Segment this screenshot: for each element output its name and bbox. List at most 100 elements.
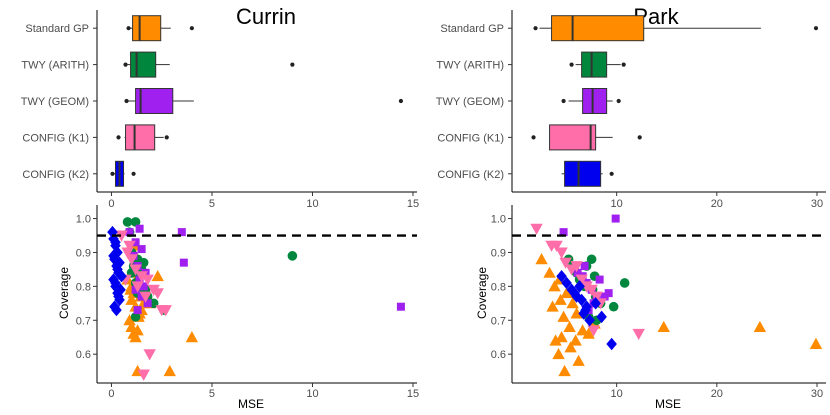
park-outlier-point: [813, 26, 819, 31]
currin-scatter-point-twy-geom: [137, 245, 146, 254]
park-xtick-label: 30: [811, 198, 823, 210]
park-scatter-ytick-label: 0.8: [491, 281, 506, 293]
park-scatter-point-standard-gp: [543, 266, 556, 278]
currin-scatter-point-twy-geom: [131, 285, 140, 294]
currin-scatter-ytick-label: 0.7: [76, 315, 91, 327]
park-scatter-point-config-k1: [585, 284, 598, 296]
currin-scatter-point-twy-geom: [135, 224, 144, 233]
currin-scatter-point-config-k2: [114, 256, 125, 269]
currin-scatter-point-standard-gp: [151, 270, 164, 282]
currin-scatter-point-twy-arith: [122, 217, 133, 227]
park-outlier-point: [637, 135, 642, 140]
currin-scatter-point-standard-gp: [125, 293, 138, 305]
park-scatter-xtick-label: 20: [711, 388, 723, 400]
park-scatter-point-standard-gp: [563, 320, 576, 333]
currin-scatter-xtick-label: 0: [108, 388, 114, 400]
currin-scatter-ytick-label: 1.0: [76, 214, 91, 226]
panel-currin-box: Currin 0 5 10 15 Standard GP TWY (ARITH) TWY (…: [21, 4, 419, 210]
currin-ylabel: Coverage: [57, 267, 71, 319]
park-scatter-point-config-k2: [580, 303, 591, 317]
park-scatter-ytick-label: 0.9: [491, 247, 506, 259]
currin-scatter-point-twy-arith: [130, 312, 141, 322]
currin-scatter-point-config-k1: [151, 288, 164, 300]
currin-scatter-point-twy-geom: [179, 258, 188, 267]
currin-scatter-ytick-label: 0.8: [76, 281, 91, 293]
park-outlier-point: [561, 98, 566, 104]
park-scatter-point-config-k1: [590, 291, 603, 303]
currin-box-twy-geom: [135, 88, 174, 114]
currin-box-standard-gp: [132, 15, 162, 42]
park-boxplots: 10 20 30 Standard GP TWY (ARITH) TWY (GEOM) CO…: [436, 15, 823, 210]
currin-xtick-label: 5: [209, 198, 215, 210]
currin-scatter-point-config-k1: [129, 264, 142, 276]
currin-scatter-ytick-label: 0.9: [76, 247, 91, 259]
currin-scatter-point-twy-geom: [131, 238, 140, 247]
park-scatter-point-twy-geom: [559, 228, 568, 237]
currin-category-label: Standard GP: [25, 23, 89, 35]
park-scatter-point-standard-gp: [570, 307, 583, 319]
currin-scatter-point-twy-geom: [396, 302, 405, 311]
park-category-label: TWY (ARITH): [436, 60, 504, 72]
park-scatter-point-config-k1: [632, 328, 645, 341]
park-scatter-point-config-k1: [555, 247, 568, 259]
park-box-twy-geom: [582, 88, 608, 114]
park-scatter-points: 10 20 30 0.6 0.7 0.8 0.9 1.0: [491, 214, 826, 400]
park-xtick-label: 10: [611, 198, 623, 210]
park-outlier-point: [533, 26, 538, 31]
park-scatter-point-standard-gp: [535, 253, 548, 265]
park-xtick-label: 20: [711, 198, 723, 210]
currin-scatter-point-twy-geom: [133, 306, 142, 315]
park-scatter-point-config-k2: [584, 314, 595, 327]
currin-xtick-label: 15: [407, 198, 419, 210]
currin-scatter-point-standard-gp: [125, 320, 138, 333]
park-category-label: CONFIG (K1): [437, 132, 504, 144]
currin-scatter-xtick-label: 5: [209, 388, 215, 400]
currin-boxplots: 0 5 10 15 Standard GP TWY (ARITH) TWY (GEOM) CO…: [21, 15, 419, 210]
park-box-twy-arith: [581, 51, 608, 78]
panel-currin-scatter: MSE Coverage 0 5 10 15 0.6 0.7 0.8 0.9 1.0: [57, 205, 419, 411]
park-scatter-point-config-k2: [561, 276, 572, 290]
currin-scatter-point-twy-geom: [137, 292, 146, 301]
currin-scatter-point-twy-arith: [287, 251, 298, 261]
currin-xtick-label: 10: [306, 198, 318, 210]
currin-scatter-point-twy-geom: [143, 299, 152, 308]
currin-outlier-point: [124, 98, 129, 104]
currin-scatter-point-config-k2: [115, 283, 126, 296]
park-scatter-point-twy-arith: [608, 301, 619, 312]
currin-box-config-k1: [125, 124, 156, 151]
currin-scatter-point-config-k1: [143, 349, 156, 361]
currin-scatter-point-config-k1: [115, 230, 128, 242]
currin-scatter-point-config-k2: [108, 249, 119, 263]
currin-xtick-label: 0: [108, 198, 114, 210]
park-scatter-point-standard-gp: [549, 334, 562, 346]
currin-scatter-point-twy-geom: [177, 228, 186, 237]
currin-outlier-point: [189, 26, 194, 31]
park-scatter-point-config-k2: [590, 297, 601, 310]
currin-scatter-point-config-k2: [110, 276, 121, 290]
currin-category-label: CONFIG (K1): [22, 132, 89, 144]
park-scatter-point-config-k2: [596, 310, 607, 324]
park-scatter-point-config-k2: [569, 286, 580, 300]
park-scatter-point-standard-gp: [558, 364, 571, 377]
park-box-standard-gp: [551, 15, 645, 42]
currin-scatter-point-config-k2: [111, 303, 122, 317]
panel-park-scatter: MSE Coverage 10 20 30 0.6 0.7 0.8 0.9 1.0: [475, 205, 826, 411]
park-scatter-point-config-k1: [587, 325, 600, 337]
park-scatter-point-twy-geom: [604, 289, 613, 298]
park-scatter-point-standard-gp: [753, 320, 767, 333]
park-scatter-point-twy-geom: [600, 292, 609, 301]
currin-scatter-ytick-label: 0.6: [76, 349, 91, 361]
park-ylabel: Coverage: [475, 267, 489, 319]
park-outlier-point: [531, 135, 536, 140]
currin-category-label: TWY (ARITH): [21, 60, 89, 72]
park-outlier-point: [569, 62, 574, 67]
currin-scatter-xtick-label: 15: [407, 388, 419, 400]
park-scatter-point-twy-geom: [580, 262, 589, 271]
park-scatter-point-standard-gp: [548, 280, 561, 292]
park-outlier-point: [609, 171, 614, 176]
currin-outlier-point: [116, 135, 121, 140]
park-category-label: TWY (GEOM): [436, 96, 504, 108]
currin-scatter-point-standard-gp: [185, 331, 199, 343]
park-scatter-point-config-k2: [556, 270, 567, 283]
